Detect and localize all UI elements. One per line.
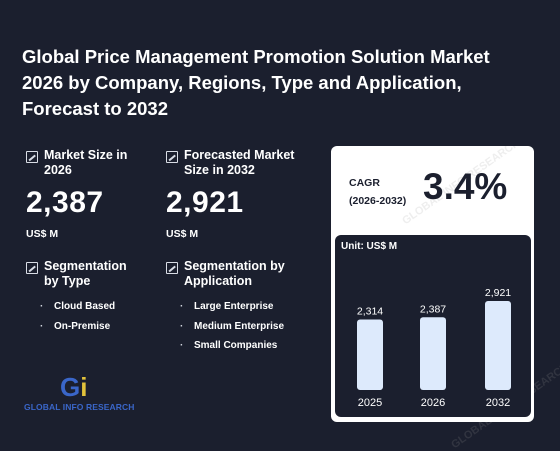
chart-up-icon (26, 262, 38, 274)
list-item: · Large Enterprise (180, 301, 274, 312)
bar-chart-panel: Unit: US$ M 2,314 2025 2,387 2026 2,921 2032 (335, 235, 531, 417)
bar-2032 (485, 301, 511, 390)
bar-2025 (357, 319, 383, 390)
cagr-card: GLOBAL INFO RESEARCH CAGR (2026-2032) 3.… (331, 146, 534, 422)
cagr-label: CAGR (2026-2032) (349, 177, 407, 207)
chart-up-icon (166, 262, 178, 274)
segmentation-application-label: Segmentation by Application (184, 259, 285, 288)
bar-chart: 2,314 2025 2,387 2026 2,921 2032 (357, 287, 511, 409)
segmentation-application-block: Segmentation by Application · Large Enter… (166, 259, 294, 356)
bar-value-label: 2,387 (420, 303, 446, 315)
chart-up-icon (166, 151, 178, 163)
forecast-size-block: Forecasted Market Size in 2032 2,921 US$… (166, 148, 314, 240)
x-tick-label: 2026 (421, 397, 445, 409)
company-logo: Gi GLOBAL INFO RESEARCH (24, 373, 134, 412)
list-item: · On-Premise (40, 320, 111, 332)
market-size-value: 2,387 (26, 186, 104, 219)
chart-up-icon (26, 151, 38, 163)
list-item: · Medium Enterprise (180, 320, 285, 332)
chart-unit-label: Unit: US$ M (341, 241, 398, 252)
bar-2026 (420, 317, 446, 390)
logo-name: GLOBAL INFO RESEARCH (24, 402, 135, 412)
market-size-block: Market Size in 2026 2,387 US$ M (26, 148, 139, 240)
forecast-size-value: 2,921 (166, 186, 244, 219)
x-tick-label: 2025 (358, 397, 382, 409)
cagr-value: 3.4% (423, 166, 508, 207)
market-size-label: Market Size in 2026 (44, 148, 128, 177)
bar-value-label: 2,921 (485, 287, 511, 299)
market-size-unit: US$ M (26, 228, 59, 240)
page-title: Global Price Management Promotion Soluti… (22, 46, 490, 119)
list-item: · Small Companies (180, 340, 278, 351)
segmentation-type-block: Segmentation by Type · Cloud Based · On-Pr… (26, 259, 139, 336)
list-item: · Cloud Based (40, 301, 116, 312)
x-tick-label: 2032 (486, 397, 510, 409)
logo-mark: Gi (60, 372, 88, 402)
forecast-size-label: Forecasted Market Size in 2032 (184, 148, 295, 177)
forecast-size-unit: US$ M (166, 228, 199, 240)
segmentation-type-label: Segmentation by Type (44, 259, 127, 288)
bar-value-label: 2,314 (357, 305, 383, 317)
